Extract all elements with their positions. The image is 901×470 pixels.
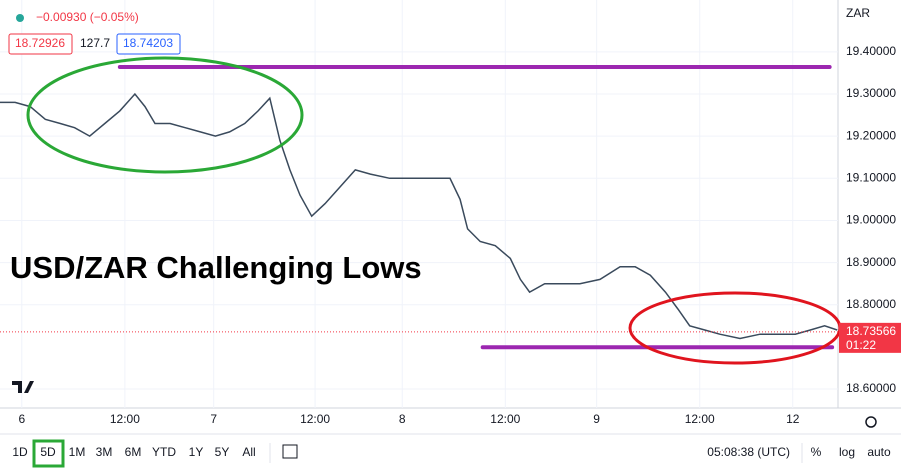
range-button[interactable]: 6M (125, 445, 142, 459)
x-tick-label: 12:00 (300, 412, 330, 426)
range-button[interactable]: 3M (96, 445, 113, 459)
y-tick-label: 19.40000 (846, 44, 896, 58)
y-tick-label: 18.60000 (846, 381, 896, 395)
range-button[interactable]: 1Y (189, 445, 204, 459)
y-tick-label: 19.10000 (846, 170, 896, 184)
price-line (0, 92, 838, 340)
date-range-icon[interactable] (282, 444, 298, 459)
logo[interactable] (12, 381, 34, 393)
range-button[interactable]: 5D (40, 445, 56, 459)
countdown: 01:22 (846, 338, 876, 352)
status-dot (16, 14, 24, 22)
x-tick-label: 9 (593, 412, 600, 426)
y-tick-label: 18.90000 (846, 255, 896, 269)
clock: 05:08:38 (UTC) (707, 445, 790, 459)
range-button[interactable]: YTD (152, 445, 176, 459)
percent-toggle[interactable]: % (811, 445, 822, 459)
highlight-ellipse (26, 56, 304, 174)
range-button[interactable]: All (242, 445, 255, 459)
chart-title: USD/ZAR Challenging Lows (10, 250, 422, 285)
y-tick-label: 19.30000 (846, 86, 896, 100)
range-button[interactable]: 5Y (215, 445, 230, 459)
y-tick-label: 19.00000 (846, 213, 896, 227)
ask[interactable]: 18.74203 (123, 36, 173, 50)
x-tick-label: 6 (18, 412, 25, 426)
x-tick-label: 7 (210, 412, 217, 426)
ask-box[interactable] (116, 33, 181, 55)
bid[interactable]: 18.72926 (15, 36, 65, 50)
bid-box[interactable] (8, 33, 73, 55)
x-tick-label: 12:00 (685, 412, 715, 426)
y-tick-label: 19.20000 (846, 128, 896, 142)
selected-range (32, 439, 65, 468)
x-tick-label: 8 (399, 412, 406, 426)
x-tick-label: 12:00 (110, 412, 140, 426)
y-tick-label: 18.80000 (846, 297, 896, 311)
last-price-label: 18.73566 (846, 324, 896, 338)
currency[interactable]: ZAR (846, 6, 870, 20)
x-tick-label: 12:00 (490, 412, 520, 426)
spread: 127.7 (80, 36, 110, 50)
last-price-box (839, 322, 901, 353)
range-button[interactable]: 1M (69, 445, 86, 459)
change: −0.00930 (−0.05%) (36, 10, 139, 24)
x-tick-label: 12 (786, 412, 800, 426)
settings-icon[interactable] (865, 416, 877, 428)
auto-toggle[interactable]: auto (867, 445, 891, 459)
range-button[interactable]: 1D (12, 445, 28, 459)
log-toggle[interactable]: log (839, 445, 855, 459)
